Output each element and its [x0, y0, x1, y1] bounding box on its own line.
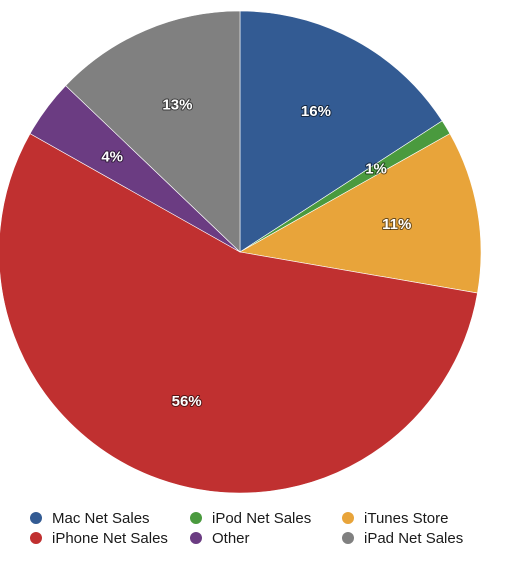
legend-label: iPad Net Sales [364, 530, 463, 547]
legend-item-ipad-net-sales: iPad Net Sales [342, 528, 492, 548]
data-label-itunes-store: 11% [382, 216, 411, 233]
legend-swatch [342, 532, 354, 544]
legend-swatch [30, 512, 42, 524]
pie-chart: 16% 1% 11% 56% 4% 13% [0, 0, 520, 500]
legend-swatch [342, 512, 354, 524]
legend-label: iPod Net Sales [212, 510, 311, 527]
pie-slices [0, 11, 481, 493]
legend-item-ipod-net-sales: iPod Net Sales [190, 508, 342, 528]
data-label-iphone-net-sales: 56% [172, 393, 202, 410]
legend-item-itunes-store: iTunes Store [342, 508, 492, 528]
data-label-mac-net-sales: 16% [301, 103, 331, 120]
legend-label: Mac Net Sales [52, 510, 150, 527]
legend-item-mac-net-sales: Mac Net Sales [30, 508, 190, 528]
legend-label: iPhone Net Sales [52, 530, 168, 547]
data-label-other: 4% [101, 148, 123, 165]
legend-item-iphone-net-sales: iPhone Net Sales [30, 528, 190, 548]
legend-swatch [190, 512, 202, 524]
legend-swatch [30, 532, 42, 544]
legend-swatch [190, 532, 202, 544]
legend-item-other: Other [190, 528, 342, 548]
legend-label: iTunes Store [364, 510, 449, 527]
data-label-ipod-net-sales: 1% [365, 161, 387, 178]
legend-label: Other [212, 530, 250, 547]
data-label-ipad-net-sales: 13% [162, 97, 192, 114]
chart-legend: Mac Net Sales iPod Net Sales iTunes Store i… [30, 508, 510, 548]
